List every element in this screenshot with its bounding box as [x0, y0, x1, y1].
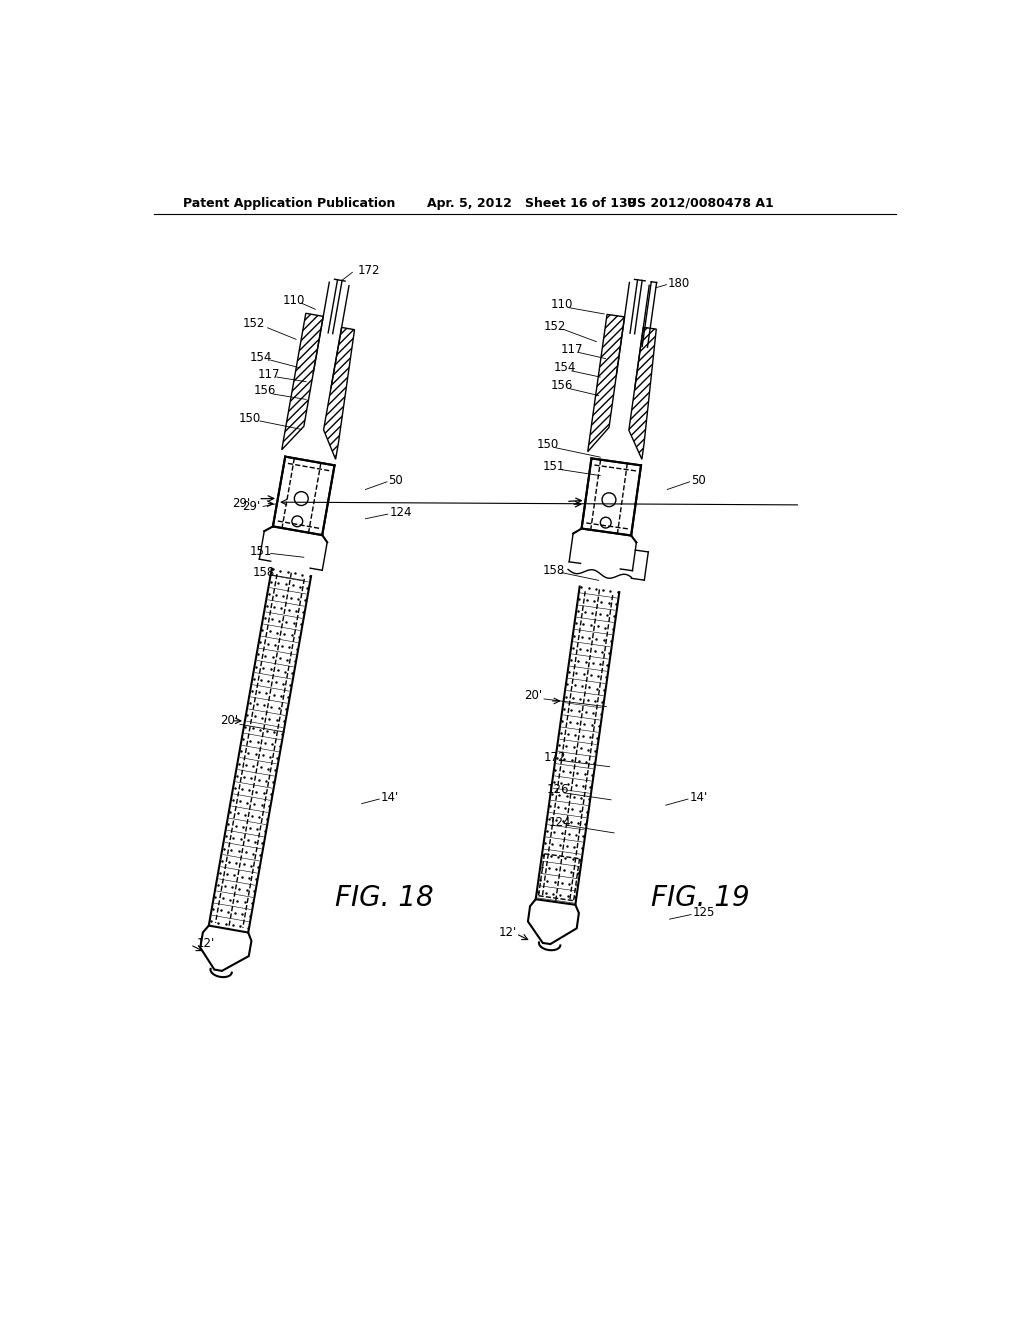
Text: FIG. 18: FIG. 18	[335, 883, 434, 912]
Text: 110: 110	[283, 294, 305, 308]
Text: 172: 172	[544, 751, 566, 764]
Text: Patent Application Publication: Patent Application Publication	[183, 197, 395, 210]
Text: FIG. 19: FIG. 19	[651, 883, 750, 912]
Text: 126: 126	[547, 783, 569, 796]
Polygon shape	[324, 327, 354, 459]
Text: 20': 20'	[524, 689, 543, 702]
Text: 124: 124	[549, 816, 571, 829]
Text: 150: 150	[537, 438, 559, 451]
Text: 180: 180	[668, 277, 690, 289]
Polygon shape	[588, 314, 625, 451]
Text: 12': 12'	[197, 937, 215, 950]
Text: 50: 50	[388, 474, 403, 487]
Polygon shape	[273, 457, 335, 535]
Polygon shape	[282, 313, 324, 450]
Text: US 2012/0080478 A1: US 2012/0080478 A1	[628, 197, 774, 210]
Text: Apr. 5, 2012   Sheet 16 of 139: Apr. 5, 2012 Sheet 16 of 139	[427, 197, 636, 210]
Text: 117: 117	[258, 367, 281, 380]
Polygon shape	[582, 458, 641, 536]
Text: 14': 14'	[689, 791, 708, 804]
Text: 158: 158	[252, 566, 274, 579]
Polygon shape	[201, 925, 252, 972]
Text: 151: 151	[250, 545, 272, 557]
Polygon shape	[629, 327, 656, 459]
Text: 110: 110	[550, 298, 572, 312]
Text: 158: 158	[543, 564, 565, 577]
Text: 125: 125	[692, 907, 715, 920]
Text: 29': 29'	[231, 496, 250, 510]
Text: 50: 50	[691, 474, 706, 487]
Text: 14': 14'	[381, 791, 399, 804]
Text: 156: 156	[254, 384, 276, 397]
Text: 152: 152	[243, 317, 264, 330]
Text: 124: 124	[389, 506, 412, 519]
Text: 20': 20'	[220, 714, 239, 727]
Text: 12': 12'	[499, 925, 517, 939]
Text: 156: 156	[550, 379, 572, 392]
Text: 151: 151	[543, 459, 565, 473]
Text: 172: 172	[357, 264, 380, 277]
Text: 117: 117	[560, 343, 583, 356]
Text: 29': 29'	[242, 500, 260, 513]
Polygon shape	[528, 899, 579, 944]
Text: 150: 150	[239, 412, 261, 425]
Text: 154: 154	[554, 362, 577, 375]
Text: 154: 154	[250, 351, 272, 363]
Text: 152: 152	[544, 319, 566, 333]
